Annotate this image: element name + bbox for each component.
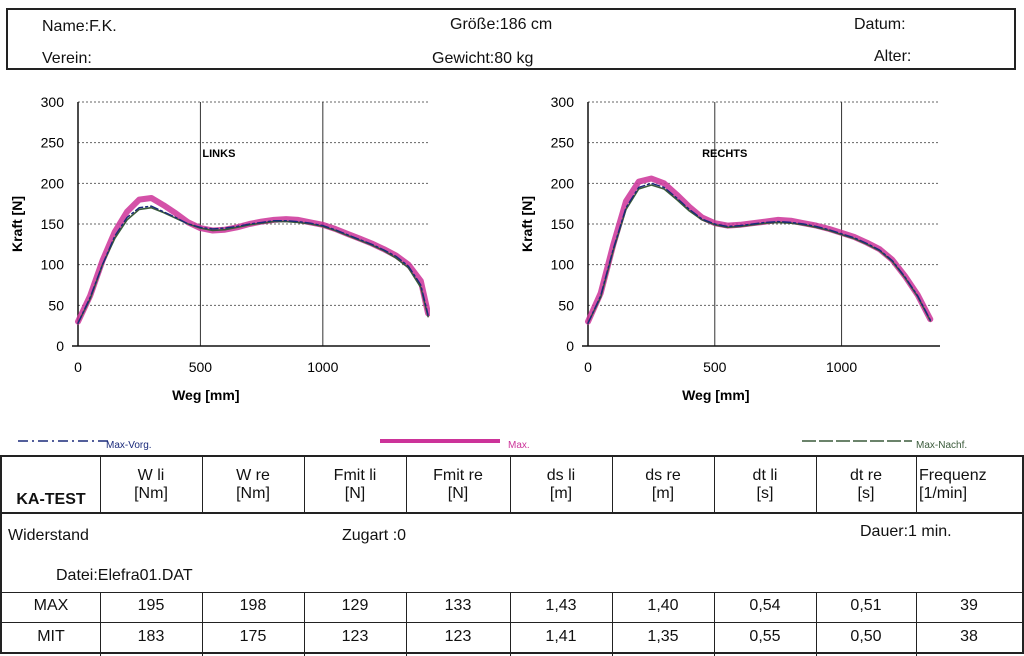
datei-label: Datei:Elefra01.DAT xyxy=(56,567,193,584)
legend-max-label: Max. xyxy=(508,440,530,451)
y-axis-label: Kraft [N] xyxy=(519,196,535,252)
x-tick-label: 0 xyxy=(584,359,592,375)
y-tick-label: 50 xyxy=(558,297,574,313)
col-header: ds re [m] xyxy=(645,467,681,502)
table-cell: 183 xyxy=(137,628,165,645)
row-label-max: MAX xyxy=(33,597,69,614)
col-header: Frequenz [1/min] xyxy=(919,467,987,502)
x-tick-label: 1000 xyxy=(307,359,338,375)
col-header: Fmit li [N] xyxy=(333,467,377,502)
legend-nachf-label: Max-Nachf. xyxy=(916,440,968,451)
gewicht-field: Gewicht:80 kg xyxy=(432,50,534,67)
legend-vorg-line xyxy=(18,440,108,442)
table-cell: 123 xyxy=(341,628,369,645)
alter-field: Alter: xyxy=(874,48,912,65)
table-cell: 133 xyxy=(444,597,472,614)
table-cell: 39 xyxy=(960,597,978,614)
y-tick-label: 300 xyxy=(551,94,575,110)
y-tick-label: 0 xyxy=(566,338,574,354)
x-tick-label: 500 xyxy=(703,359,727,375)
chart-rechts: 0 50 100 150 200 250 300 0 500 1000 RECHTS Weg [mm]… xyxy=(510,82,943,412)
legend: Max-Vorg. Max. Max-Nachf. xyxy=(0,430,1024,454)
y-tick-label: 150 xyxy=(41,216,65,232)
chart-title: LINKS xyxy=(202,148,235,160)
table-cell: 175 xyxy=(239,628,267,645)
groesse-field: Größe:186 cm xyxy=(450,16,553,33)
series-line-max-nachf xyxy=(587,184,932,324)
table-cell: 195 xyxy=(137,597,165,614)
legend-nachf-line xyxy=(802,440,912,442)
legend-vorg-label: Max-Vorg. xyxy=(106,440,152,451)
col-header: W re [Nm] xyxy=(236,467,270,502)
table-cell: 38 xyxy=(960,628,978,645)
chart-links-svg: 0 50 100 150 200 250 300 0 500 1000 LINKS Weg [mm] K… xyxy=(9,94,433,403)
zugart-label: Zugart :0 xyxy=(342,527,407,544)
y-tick-label: 300 xyxy=(41,94,65,110)
name-field: Name:F.K. xyxy=(42,18,117,35)
col-header: dt re [s] xyxy=(849,467,882,502)
header-box: Name:F.K. Verein: Größe:186 cm Gewicht:8… xyxy=(6,8,1016,70)
row-label-mit: MIT xyxy=(37,628,65,645)
x-tick-label: 0 xyxy=(74,359,82,375)
table-cell: 1,41 xyxy=(545,628,577,645)
table-cell: 1,35 xyxy=(647,628,679,645)
dauer-label: Dauer:1 min. xyxy=(860,523,952,540)
legend-max-line xyxy=(380,439,500,443)
col-header: Fmit re [N] xyxy=(433,467,483,502)
chart-rechts-svg: 0 50 100 150 200 250 300 0 500 1000 RECHTS Weg [mm]… xyxy=(519,94,943,403)
y-tick-label: 100 xyxy=(41,257,65,273)
table-cell: 0,50 xyxy=(850,628,882,645)
y-tick-label: 200 xyxy=(41,175,65,191)
series-line-max-nachf xyxy=(77,206,429,324)
series-line-max xyxy=(585,175,934,325)
table-cell: 123 xyxy=(444,628,472,645)
result-table: KA-TEST W li [Nm] W re [Nm] Fmit li [N] Fmi… xyxy=(0,455,1024,656)
chart-title: RECHTS xyxy=(702,148,747,160)
y-tick-label: 250 xyxy=(551,135,575,151)
x-axis-label: Weg [mm] xyxy=(172,387,239,403)
y-tick-label: 150 xyxy=(551,216,575,232)
col-header: ds li [m] xyxy=(546,467,576,502)
table-cell: 0,55 xyxy=(749,628,781,645)
series-line-max-vorg xyxy=(77,205,429,324)
datum-field: Datum: xyxy=(854,16,906,33)
series-line-max-vorg xyxy=(587,182,931,324)
x-axis-label: Weg [mm] xyxy=(682,387,749,403)
table-cell: 1,43 xyxy=(545,597,577,614)
col-header: dt li [s] xyxy=(752,467,778,502)
x-tick-label: 500 xyxy=(189,359,213,375)
verein-field: Verein: xyxy=(42,50,92,67)
y-tick-label: 0 xyxy=(56,338,64,354)
series-line-max xyxy=(75,195,432,325)
col-header: W li [Nm] xyxy=(134,467,168,502)
y-tick-label: 50 xyxy=(48,297,64,313)
chart-links: 0 50 100 150 200 250 300 0 500 1000 LINKS Weg [mm] K… xyxy=(0,82,433,412)
widerstand-label: Widerstand xyxy=(8,527,89,544)
table-cell: 129 xyxy=(341,597,369,614)
y-tick-label: 100 xyxy=(551,257,575,273)
table-cell: 0,54 xyxy=(749,597,781,614)
table-title: KA-TEST xyxy=(16,491,86,508)
y-tick-label: 250 xyxy=(41,135,65,151)
x-tick-label: 1000 xyxy=(826,359,857,375)
table-cell: 198 xyxy=(239,597,267,614)
y-tick-label: 200 xyxy=(551,175,575,191)
table-cell: 0,51 xyxy=(850,597,882,614)
table-cell: 1,40 xyxy=(647,597,679,614)
y-axis-label: Kraft [N] xyxy=(9,196,25,252)
